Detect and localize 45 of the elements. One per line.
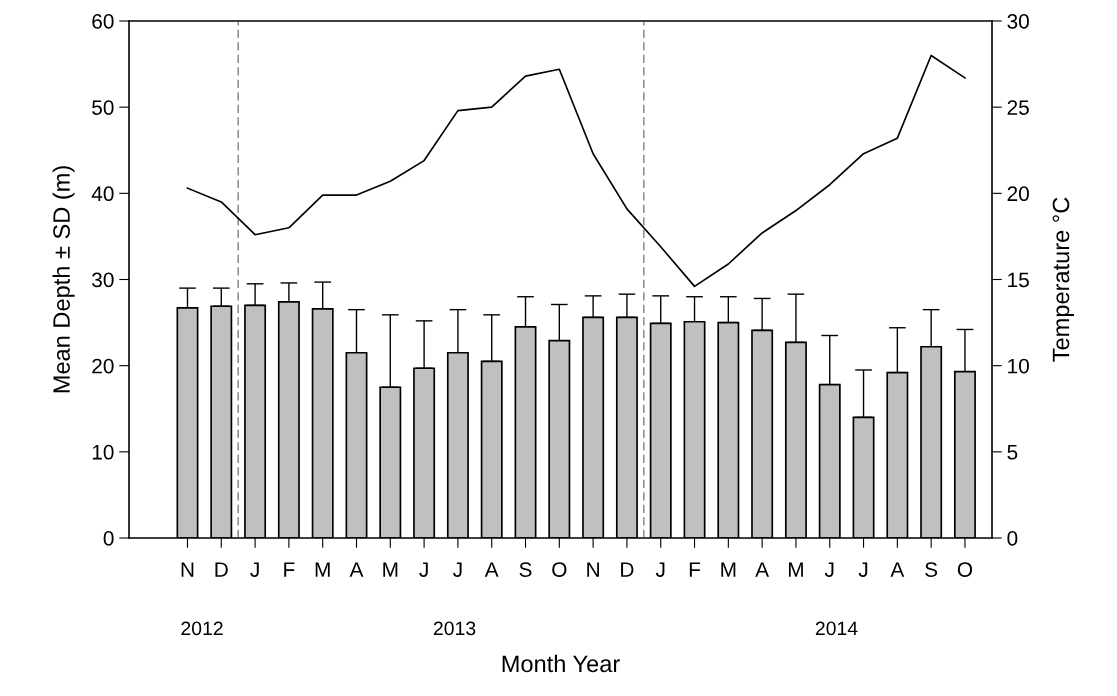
y-tick-label: 40: [91, 186, 114, 202]
x-axis-title: Month Year: [502, 654, 620, 673]
x-tick-label: A: [349, 562, 364, 577]
x-tick-label: D: [215, 562, 228, 577]
text: 2014: [815, 621, 858, 636]
text: 2012: [181, 621, 223, 636]
y-tick-label: 20: [92, 358, 114, 374]
y2-tick-label: 10: [1008, 358, 1029, 374]
line-series: [186, 54, 966, 288]
x-tick-label: N: [587, 562, 599, 577]
x-tick-label: J: [824, 562, 834, 577]
x-tick-label: S: [925, 562, 938, 577]
y2-tick-label: 20: [1007, 186, 1029, 202]
x-tick-label: J: [250, 562, 259, 577]
y-tick-label: 60: [92, 14, 114, 29]
y-tick-label: 10: [92, 444, 114, 460]
y2-tick-label: 30: [1007, 14, 1029, 29]
y-tick-label: 0: [103, 531, 114, 546]
x-tick-label: F: [689, 562, 701, 577]
text: 2013: [433, 621, 476, 636]
x-tick-label: S: [519, 562, 532, 577]
y-tick-label: 50: [92, 100, 114, 115]
y2-tick-label: 0: [1007, 531, 1018, 546]
y2-tick-label: 5: [1007, 445, 1018, 460]
x-tick-label: D: [621, 562, 634, 577]
x-tick-label: J: [858, 562, 868, 577]
x-tick-label: J: [419, 562, 428, 577]
x-tick-label: J: [453, 562, 462, 577]
y-axis-title: Mean Depth ± SD (m): [52, 166, 75, 393]
x-tick-label: M: [721, 562, 736, 577]
x-tick-label: J: [655, 562, 665, 577]
x-tick-label: F: [284, 562, 295, 577]
y2-tick-label: 15: [1008, 272, 1029, 288]
x-tick-label: A: [484, 562, 499, 577]
y2-tick-label: 25: [1007, 100, 1029, 115]
x-tick-label: M: [315, 562, 330, 577]
y2-axis-title: Temperature °C: [1052, 197, 1074, 362]
x-tick-label: N: [181, 562, 194, 577]
y-tick-label: 30: [92, 272, 114, 288]
x-tick-label: O: [957, 562, 973, 577]
x-tick-label: A: [890, 562, 905, 577]
x-tick-label: M: [788, 562, 803, 577]
x-tick-label: A: [755, 562, 770, 577]
x-tick-label: O: [552, 562, 567, 577]
x-tick-label: M: [383, 562, 398, 577]
